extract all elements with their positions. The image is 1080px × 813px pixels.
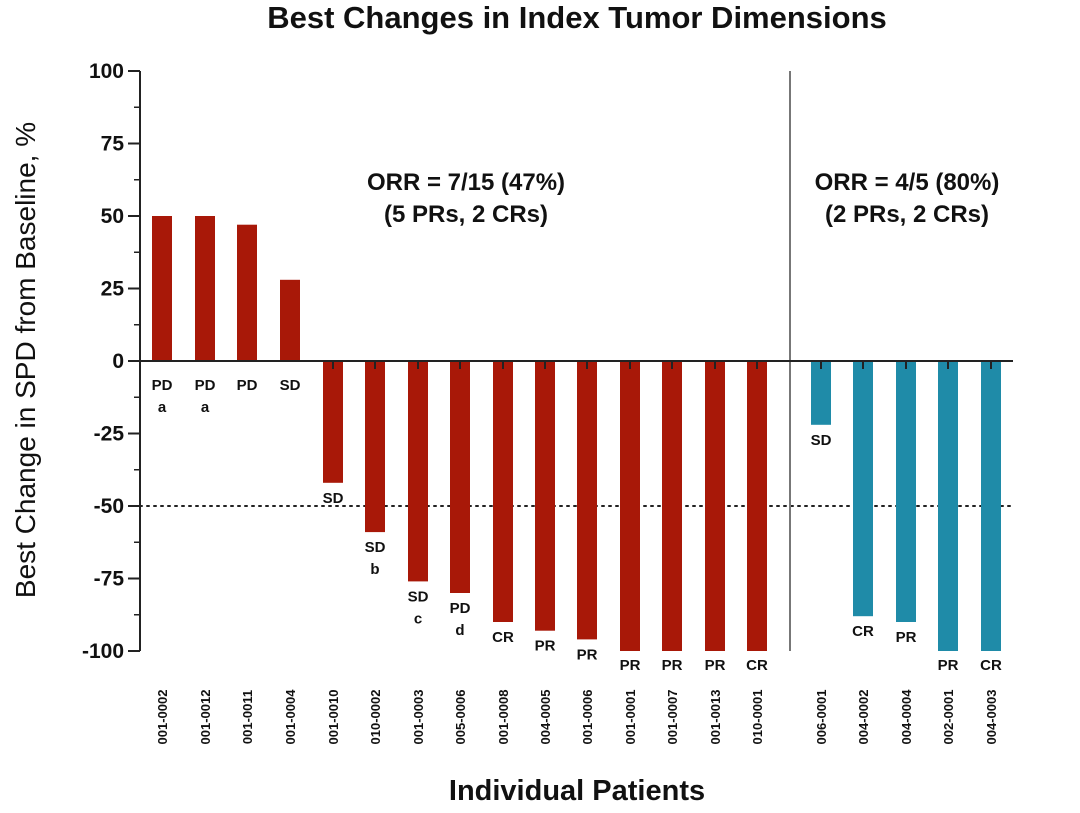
- y-tick-label: 25: [101, 278, 125, 301]
- patient-id-label: 006-0001: [814, 690, 829, 745]
- response-label: PR: [620, 657, 641, 674]
- patient-id-label: 010-0001: [750, 690, 765, 745]
- y-tick-label: -25: [94, 423, 125, 446]
- response-label: PR: [577, 646, 598, 663]
- footnote-label: b: [370, 561, 379, 578]
- response-label: PR: [705, 657, 726, 674]
- orr-breakdown: (2 PRs, 2 CRs): [825, 201, 989, 228]
- footnote-label: a: [201, 399, 210, 416]
- bar-001-0004: [280, 279, 300, 361]
- bar-001-0012: [195, 216, 215, 361]
- bar-005-0006: [450, 361, 470, 593]
- bar-010-0001: [747, 361, 767, 651]
- footnote-label: a: [158, 399, 167, 416]
- response-label: CR: [852, 623, 874, 640]
- response-label: PD: [195, 377, 216, 394]
- bar-001-0010: [323, 361, 343, 483]
- y-tick-label: 75: [101, 133, 125, 156]
- response-label: PR: [535, 638, 556, 655]
- patient-id-label: 005-0006: [453, 690, 468, 745]
- patient-id-label: 004-0002: [856, 690, 871, 745]
- patient-id-label: 001-0003: [411, 690, 426, 745]
- patient-id-label: 001-0013: [708, 690, 723, 745]
- bar-001-0013: [705, 361, 725, 651]
- bar-004-0004: [896, 361, 916, 622]
- patient-id-label: 001-0006: [580, 690, 595, 745]
- y-axis-title: Best Change in SPD from Baseline, %: [10, 122, 41, 598]
- orr-summary: ORR = 4/5 (80%): [815, 169, 1000, 196]
- response-label: SD: [280, 377, 301, 394]
- response-label: CR: [980, 657, 1002, 674]
- y-tick-label: -50: [94, 495, 124, 518]
- response-label: CR: [746, 657, 768, 674]
- response-label: CR: [492, 629, 514, 646]
- bar-004-0003: [981, 361, 1001, 651]
- bar-001-0007: [662, 361, 682, 651]
- orr-summary: ORR = 7/15 (47%): [367, 169, 565, 196]
- response-label: SD: [811, 432, 832, 449]
- response-label: PD: [450, 600, 471, 617]
- response-label: PR: [938, 657, 959, 674]
- patient-id-label: 004-0004: [899, 689, 914, 745]
- patient-id-label: 002-0001: [941, 690, 956, 745]
- patient-id-label: 001-0001: [623, 690, 638, 745]
- bar-004-0002: [853, 361, 873, 617]
- patient-id-label: 001-0002: [155, 690, 170, 745]
- bar-001-0006: [577, 361, 597, 640]
- plot-area: 100 75 50 25 0 -25 -50 -75 -100 PD a 001-0002 PD a 001…: [82, 60, 1014, 745]
- response-label: PD: [237, 377, 258, 394]
- bar-004-0005: [535, 361, 555, 631]
- bar-010-0002: [365, 361, 385, 533]
- response-label: PR: [662, 657, 683, 674]
- patient-id-label: 004-0005: [538, 690, 553, 745]
- y-tick-label: 0: [112, 350, 124, 373]
- bar-001-0002: [152, 216, 172, 361]
- patient-id-label: 001-0010: [326, 690, 341, 745]
- patient-id-label: 001-0011: [240, 690, 255, 744]
- response-label: SD: [323, 490, 344, 507]
- response-label: PD: [152, 377, 173, 394]
- patient-id-label: 001-0008: [496, 690, 511, 745]
- orr-breakdown: (5 PRs, 2 CRs): [384, 201, 548, 228]
- bar-001-0001: [620, 361, 640, 651]
- response-label: SD: [365, 539, 386, 556]
- bar-001-0003: [408, 361, 428, 582]
- patient-id-label: 004-0003: [984, 690, 999, 745]
- patient-id-label: 001-0004: [283, 689, 298, 745]
- y-tick-label: -100: [82, 640, 124, 663]
- patient-id-label: 010-0002: [368, 690, 383, 745]
- bar-001-0011: [237, 224, 257, 361]
- patient-id-label: 001-0007: [665, 690, 680, 745]
- y-tick-label: -75: [94, 568, 125, 591]
- response-label: SD: [408, 588, 429, 605]
- footnote-label: c: [414, 610, 422, 627]
- response-label: PR: [896, 629, 917, 646]
- y-tick-label: 50: [101, 205, 124, 228]
- footnote-label: d: [455, 622, 464, 639]
- bar-002-0001: [938, 361, 958, 651]
- chart-title: Best Changes in Index Tumor Dimensions: [267, 0, 887, 35]
- bar-006-0001: [811, 361, 831, 425]
- patient-id-label: 001-0012: [198, 690, 213, 745]
- y-tick-label: 100: [89, 60, 124, 83]
- x-axis-title: Individual Patients: [449, 775, 705, 807]
- bar-001-0008: [493, 361, 513, 622]
